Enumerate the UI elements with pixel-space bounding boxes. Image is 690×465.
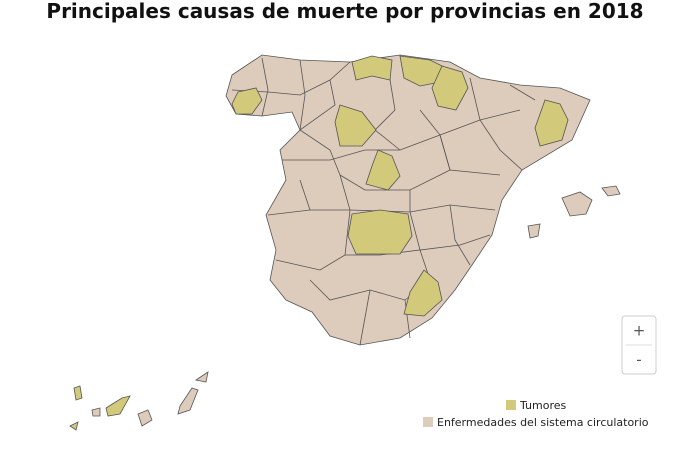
- legend-label: Enfermedades del sistema circulatorio: [437, 416, 649, 429]
- legend-label: Tumores: [519, 399, 567, 412]
- province: [403, 269, 443, 317]
- island: [73, 385, 83, 401]
- map: [69, 54, 621, 431]
- legend: Tumores Enfermedades del sistema circula…: [423, 399, 649, 429]
- zoom-out[interactable]: -: [636, 351, 641, 369]
- island: [601, 185, 621, 197]
- island: [177, 387, 199, 415]
- province: [334, 104, 377, 147]
- province: [231, 87, 263, 115]
- legend-swatch: [506, 400, 516, 410]
- legend-swatch: [423, 417, 433, 427]
- zoom-control: + -: [621, 315, 657, 375]
- mainland: [225, 54, 591, 346]
- zoom-in[interactable]: +: [633, 322, 646, 340]
- province-borders: [231, 57, 536, 346]
- province: [351, 55, 393, 81]
- map-title: Principales causas de muerte por provinc…: [46, 0, 643, 23]
- province: [347, 209, 413, 255]
- island: [69, 421, 79, 431]
- province: [365, 149, 401, 191]
- province: [534, 99, 569, 147]
- island: [91, 407, 101, 417]
- island: [194, 371, 209, 383]
- island: [561, 191, 593, 217]
- island: [105, 395, 131, 417]
- island: [527, 223, 541, 239]
- province: [431, 65, 469, 111]
- island: [137, 409, 153, 427]
